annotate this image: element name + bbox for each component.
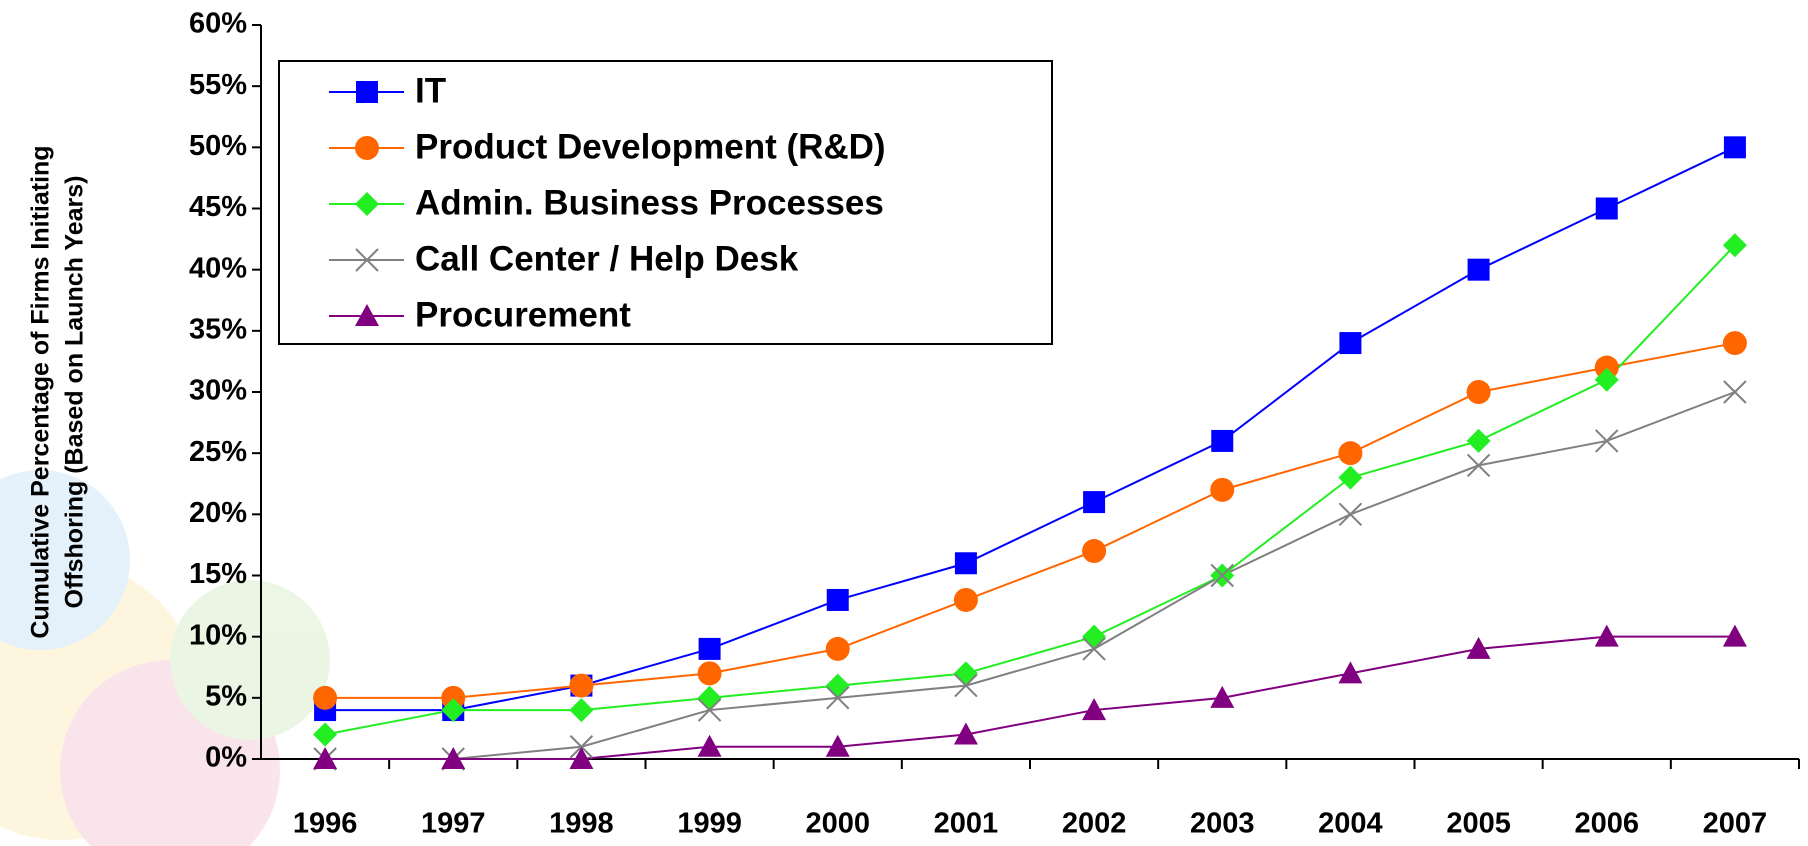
marker	[1211, 429, 1234, 452]
y-tick-label: 0%	[205, 742, 247, 774]
x-tick-label: 2003	[1190, 808, 1255, 840]
legend-label: Procurement	[415, 295, 631, 334]
x-tick-label: 1996	[293, 808, 358, 840]
marker	[1466, 453, 1491, 478]
marker	[441, 685, 466, 710]
marker	[355, 248, 379, 272]
marker	[313, 685, 338, 710]
marker	[1339, 332, 1362, 355]
marker	[1722, 624, 1747, 647]
y-tick-label: 35%	[189, 313, 247, 345]
marker	[569, 747, 594, 769]
marker	[355, 136, 379, 160]
marker	[953, 587, 978, 612]
y-tick-label: 20%	[189, 497, 247, 529]
marker	[356, 81, 378, 103]
marker	[569, 698, 594, 723]
y-tick-label: 25%	[189, 436, 247, 468]
marker	[1210, 477, 1235, 502]
legend-label: Product Development (R&D)	[415, 127, 886, 166]
series-line	[325, 146, 1736, 712]
y-tick-label: 10%	[189, 619, 247, 651]
y-tick-label: 50%	[189, 130, 247, 162]
marker	[1723, 380, 1747, 404]
marker	[1594, 624, 1619, 647]
marker	[1723, 136, 1746, 159]
y-tick-label: 5%	[205, 680, 247, 712]
series-line	[324, 244, 1736, 736]
y-axis-label: Cumulative Percentage of Firms Initiatin…	[27, 145, 55, 638]
marker	[826, 686, 850, 710]
marker	[569, 735, 594, 759]
marker	[1722, 331, 1747, 356]
marker	[953, 661, 978, 686]
x-tick-label: 1997	[421, 808, 486, 840]
x-tick-label: 2002	[1062, 808, 1127, 840]
marker	[1082, 698, 1107, 721]
marker	[697, 698, 722, 722]
marker	[1466, 636, 1491, 659]
legend-label: Call Center / Help Desk	[415, 239, 799, 278]
marker	[1338, 465, 1363, 490]
marker	[1338, 661, 1363, 684]
series-line	[325, 635, 1735, 760]
marker	[441, 698, 466, 723]
legend-label: IT	[415, 71, 446, 110]
background-decor	[0, 470, 330, 846]
marker	[355, 192, 379, 216]
marker	[1466, 428, 1491, 453]
legend-label: Admin. Business Processes	[415, 183, 884, 222]
marker	[1338, 441, 1363, 466]
marker	[1338, 502, 1363, 527]
x-tick-label: 2001	[934, 808, 999, 840]
marker	[697, 685, 722, 710]
marker	[826, 588, 849, 611]
x-tick-label: 2004	[1318, 808, 1383, 840]
marker	[1594, 355, 1619, 380]
y-axis-label: Offshoring (Based on Launch Years)	[61, 176, 89, 609]
marker	[313, 722, 338, 747]
y-tick-label: 15%	[189, 558, 247, 590]
x-tick-label: 2000	[805, 808, 870, 840]
marker	[1466, 380, 1491, 404]
marker	[1722, 233, 1747, 258]
y-tick-label: 55%	[189, 69, 247, 101]
series-line	[325, 342, 1736, 699]
y-tick-label: 60%	[189, 8, 247, 40]
marker	[953, 722, 978, 745]
marker	[313, 747, 338, 769]
marker	[697, 661, 722, 686]
marker	[698, 637, 721, 660]
legend: IT Product Development (R&D) Admin. Busine…	[278, 60, 1053, 345]
marker	[825, 636, 850, 661]
marker	[954, 552, 977, 575]
y-tick-label: 30%	[189, 375, 247, 407]
marker	[1467, 258, 1490, 281]
marker	[1210, 685, 1235, 708]
series-line	[325, 391, 1736, 760]
marker	[1594, 367, 1619, 392]
marker	[1595, 197, 1618, 220]
x-tick-label: 1999	[677, 808, 742, 840]
marker	[1082, 637, 1106, 661]
x-tick-label: 1998	[549, 808, 614, 840]
marker	[441, 747, 466, 769]
y-tick-label: 40%	[189, 252, 247, 284]
marker	[1595, 429, 1619, 453]
marker	[954, 673, 978, 698]
marker	[825, 673, 850, 698]
x-tick-label: 2005	[1446, 808, 1511, 840]
marker	[1083, 491, 1106, 514]
marker	[697, 734, 722, 757]
marker	[569, 673, 594, 698]
x-tick-label: 2007	[1703, 808, 1768, 840]
marker	[825, 734, 850, 757]
marker	[1210, 563, 1234, 588]
y-tick-label: 45%	[189, 191, 247, 223]
marker	[355, 304, 379, 326]
x-tick-label: 2006	[1574, 808, 1639, 840]
legend-box	[278, 60, 1053, 345]
marker	[1082, 539, 1107, 564]
